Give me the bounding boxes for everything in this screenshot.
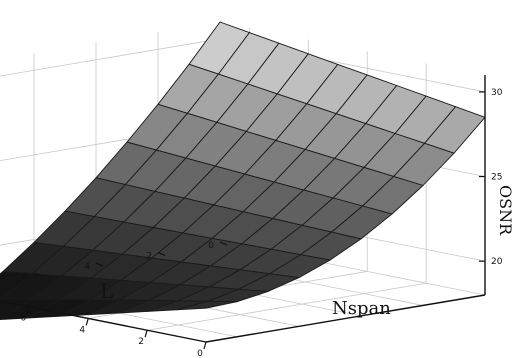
z-tick-label: 25 bbox=[491, 173, 502, 183]
x-tick-label: 2 bbox=[146, 251, 152, 261]
y-tick-mark bbox=[144, 330, 148, 338]
x-tick-label: 0 bbox=[208, 241, 214, 251]
y-tick-mark bbox=[203, 341, 207, 350]
x-tick-label: 4 bbox=[84, 262, 90, 272]
y-tick-label: 0 bbox=[197, 349, 203, 358]
y-tick-label: 2 bbox=[138, 337, 144, 347]
surface-patches bbox=[0, 21, 486, 321]
axes: 0246802468202530 bbox=[0, 75, 503, 358]
x-tick-mark bbox=[33, 272, 42, 277]
y-axis-line bbox=[0, 300, 207, 343]
x-tick-mark bbox=[219, 241, 228, 246]
z-axis-label: OSNR bbox=[496, 185, 515, 236]
x-axis-line bbox=[205, 294, 486, 343]
x-tick-mark bbox=[95, 262, 104, 267]
x-tick-mark bbox=[157, 251, 166, 256]
surface-patch bbox=[176, 300, 238, 311]
y-tick-label: 6 bbox=[20, 314, 26, 324]
y-tick-mark bbox=[85, 318, 89, 326]
grid-line bbox=[0, 38, 221, 77]
grid-line bbox=[147, 282, 427, 331]
y-tick-mark bbox=[26, 306, 30, 314]
x-axis-label: L bbox=[100, 279, 113, 303]
y-axis-label: Nspan bbox=[332, 298, 391, 319]
y-tick-label: 4 bbox=[79, 325, 85, 335]
x-tick-label: 6 bbox=[22, 272, 28, 282]
z-tick-label: 30 bbox=[491, 88, 503, 98]
z-tick-label: 20 bbox=[491, 257, 503, 267]
